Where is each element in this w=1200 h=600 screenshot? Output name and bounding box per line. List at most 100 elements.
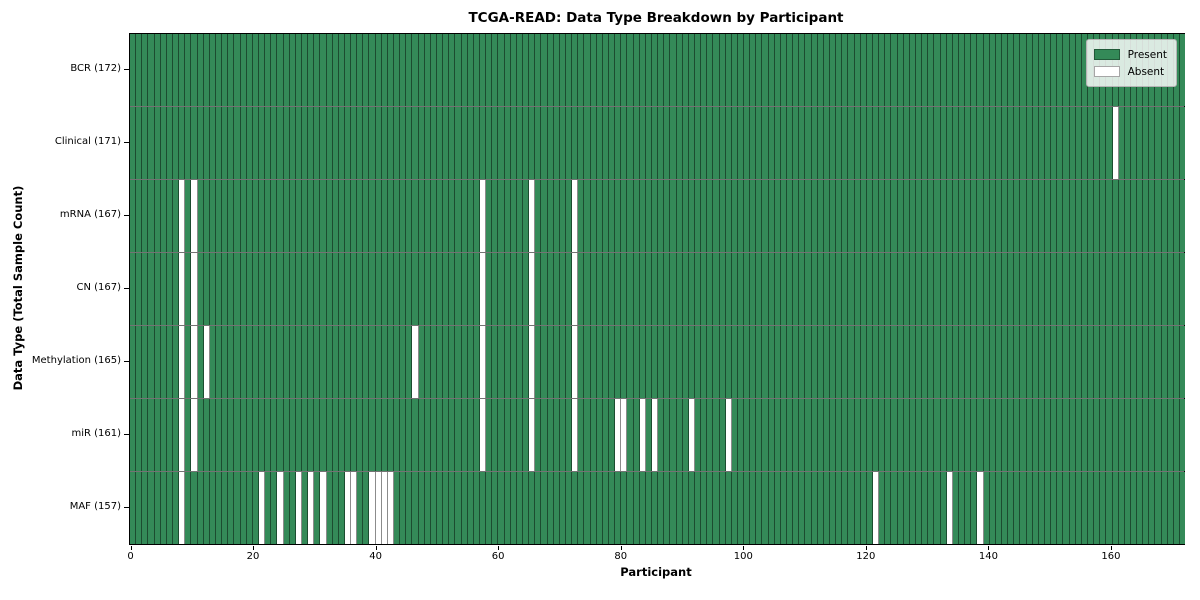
present-cell: [737, 180, 745, 252]
present-cell: [136, 34, 143, 106]
present-cell: [995, 253, 1002, 325]
present-cell: [615, 472, 622, 544]
present-cell: [516, 107, 523, 179]
present-cell: [215, 326, 223, 398]
present-cell: [332, 472, 339, 544]
present-cell: [860, 326, 867, 398]
present-cell: [1081, 253, 1088, 325]
present-cell: [332, 107, 339, 179]
present-cell: [418, 399, 425, 471]
present-cell: [449, 472, 456, 544]
x-tick-mark: [988, 546, 990, 550]
present-cell: [142, 107, 149, 179]
present-cell: [694, 472, 702, 544]
present-cell: [295, 180, 302, 252]
present-cell: [228, 253, 235, 325]
present-cell: [977, 326, 984, 398]
present-cell: [639, 180, 646, 252]
present-cell: [326, 472, 333, 544]
present-cell: [1149, 253, 1156, 325]
present-cell: [406, 326, 413, 398]
present-cell: [1044, 253, 1052, 325]
x-tick-label: 20: [246, 551, 260, 562]
present-cell: [615, 253, 622, 325]
present-cell: [1051, 107, 1058, 179]
absent-cell: [179, 253, 186, 325]
present-cell: [768, 399, 775, 471]
present-cell: [787, 34, 794, 106]
present-cell: [547, 472, 554, 544]
present-cell: [922, 472, 929, 544]
present-cell: [363, 253, 370, 325]
present-cell: [854, 326, 861, 398]
present-cell: [940, 326, 947, 398]
present-cell: [400, 472, 407, 544]
present-cell: [909, 472, 916, 544]
present-cell: [1106, 326, 1113, 398]
present-cell: [209, 326, 216, 398]
y-tick-label: CN (167): [76, 282, 121, 293]
present-cell: [185, 180, 192, 252]
present-cell: [1057, 253, 1064, 325]
present-cell: [602, 180, 609, 252]
present-cell: [989, 180, 996, 252]
present-cell: [498, 34, 505, 106]
present-cell: [1051, 180, 1058, 252]
present-cell: [301, 107, 309, 179]
present-cell: [301, 180, 309, 252]
present-cell: [455, 326, 462, 398]
present-cell: [326, 107, 333, 179]
present-cell: [344, 326, 352, 398]
present-cell: [940, 472, 947, 544]
present-cell: [811, 472, 818, 544]
present-cell: [731, 326, 738, 398]
present-cell: [455, 399, 462, 471]
matrix-row: [130, 107, 1186, 180]
present-cell: [756, 399, 763, 471]
present-cell: [1069, 472, 1076, 544]
present-cell: [209, 34, 216, 106]
present-cell: [731, 34, 738, 106]
present-cell: [154, 107, 161, 179]
present-cell: [909, 107, 916, 179]
present-cell: [756, 326, 763, 398]
present-cell: [1057, 472, 1064, 544]
present-cell: [774, 472, 781, 544]
present-cell: [817, 180, 824, 252]
present-cell: [787, 399, 794, 471]
absent-cell: [191, 253, 198, 325]
present-cell: [737, 326, 745, 398]
present-cell: [848, 326, 855, 398]
present-cell: [283, 34, 290, 106]
present-cell: [989, 34, 996, 106]
present-cell: [209, 399, 216, 471]
present-cell: [222, 253, 229, 325]
absent-cell: [615, 399, 622, 471]
present-cell: [701, 253, 708, 325]
present-cell: [473, 34, 481, 106]
absent-cell: [651, 399, 659, 471]
present-cell: [817, 253, 824, 325]
present-cell: [252, 34, 259, 106]
present-cell: [848, 253, 855, 325]
present-cell: [461, 472, 468, 544]
present-cell: [811, 326, 818, 398]
present-cell: [523, 399, 530, 471]
present-cell: [615, 180, 622, 252]
present-cell: [430, 107, 438, 179]
present-cell: [866, 253, 874, 325]
present-cell: [240, 107, 247, 179]
present-cell: [498, 180, 505, 252]
present-cell: [719, 253, 726, 325]
present-cell: [848, 107, 855, 179]
present-cell: [873, 34, 880, 106]
present-cell: [995, 180, 1002, 252]
present-cell: [381, 326, 388, 398]
present-cell: [430, 253, 438, 325]
present-cell: [762, 399, 769, 471]
present-cell: [780, 107, 788, 179]
present-cell: [1026, 180, 1033, 252]
present-cell: [185, 399, 192, 471]
present-cell: [651, 34, 659, 106]
present-cell: [449, 34, 456, 106]
